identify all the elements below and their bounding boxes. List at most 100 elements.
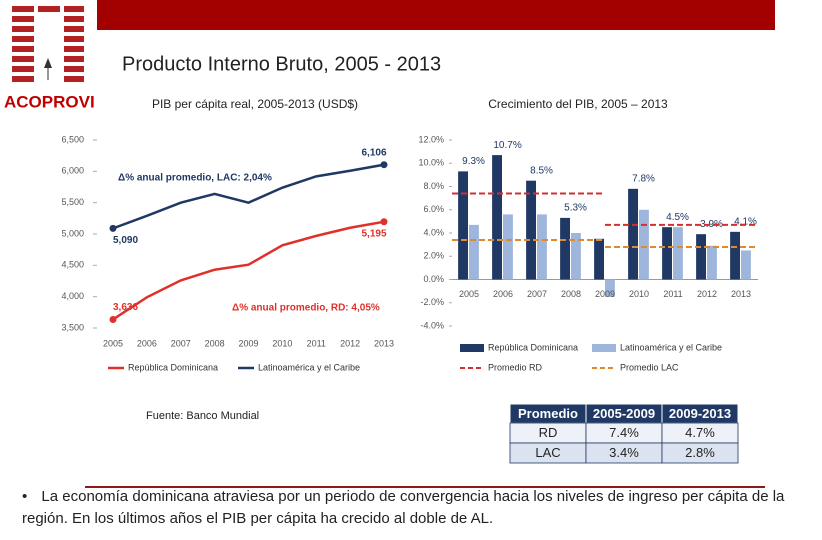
data-label: 3.9% <box>700 219 723 230</box>
logo-text: ACOPROVI <box>4 92 95 111</box>
table-cell-text: 3.4% <box>609 445 639 460</box>
point <box>380 161 388 169</box>
annotation: Δ% anual promedio, LAC: 2,04% <box>118 173 272 184</box>
x-tick-label: 2013 <box>731 289 751 299</box>
x-tick-label: 2006 <box>493 289 513 299</box>
y-tick-label: 5,000 <box>61 228 84 238</box>
logo-icon <box>12 6 84 82</box>
y-tick-label: 0.0% <box>423 274 444 284</box>
y-tick-label: 10.0% <box>418 158 444 168</box>
table-cell-text: RD <box>539 425 558 440</box>
legend-label: Promedio LAC <box>620 362 679 372</box>
y-tick-label: 6,500 <box>61 134 84 144</box>
table-header: Promedio <box>518 406 578 421</box>
table-cell <box>661 442 739 464</box>
x-tick-label: 2009 <box>595 289 615 299</box>
y-tick-label: -4.0% <box>420 320 444 330</box>
point <box>109 224 117 232</box>
bar <box>571 233 581 280</box>
bar <box>492 155 502 280</box>
y-tick-label: 6.0% <box>423 204 444 214</box>
legend-label: República Dominicana <box>488 342 578 352</box>
data-label: 5.3% <box>564 203 587 214</box>
data-label: 8.5% <box>530 165 553 176</box>
y-tick-label: 3,500 <box>61 322 84 332</box>
legend-label: Promedio RD <box>488 362 543 372</box>
bar <box>639 209 649 280</box>
bar <box>662 227 672 280</box>
y-tick-label: 4,500 <box>61 260 84 270</box>
table-header: 2005-2009 <box>593 406 655 421</box>
data-label: 3,636 <box>113 302 138 313</box>
bar <box>730 231 740 280</box>
x-tick-label: 2011 <box>663 289 682 299</box>
y-tick-label: 4,000 <box>61 291 84 301</box>
bar <box>537 214 547 280</box>
x-tick-label: 2013 <box>374 338 394 348</box>
bar <box>696 234 706 280</box>
y-tick-label: 5,500 <box>61 197 84 207</box>
annotation: Δ% anual promedio, RD: 4,05% <box>232 303 380 314</box>
x-tick-label: 2005 <box>459 289 479 299</box>
x-tick-label: 2012 <box>340 338 360 348</box>
data-label: 4.1% <box>734 216 757 227</box>
bar <box>707 245 717 280</box>
bar <box>458 171 468 280</box>
data-label: 10.7% <box>493 140 521 151</box>
table-cell-text: 7.4% <box>609 425 639 440</box>
chart-title: Crecimiento del PIB, 2005 – 2013 <box>488 97 668 111</box>
source: Fuente: Banco Mundial <box>146 410 259 422</box>
x-tick-label: 2012 <box>697 289 717 299</box>
data-label: 9.3% <box>462 156 485 167</box>
bar <box>526 180 536 280</box>
line-series <box>112 163 385 230</box>
bar <box>503 214 513 280</box>
x-tick-label: 2010 <box>272 338 292 348</box>
y-tick-label: 8.0% <box>423 181 444 191</box>
data-label: 5,195 <box>361 228 386 239</box>
x-tick-label: 2007 <box>171 338 191 348</box>
bar <box>560 217 570 280</box>
bullet: • La economía dominicana atraviesa por u… <box>22 488 785 527</box>
x-tick-label: 2007 <box>527 289 547 299</box>
x-tick-label: 2008 <box>205 338 225 348</box>
legend-label: Latinoamérica y el Caribe <box>258 362 360 372</box>
table-cell-text: 2.8% <box>685 445 715 460</box>
data-label: 5,090 <box>113 235 138 246</box>
bar <box>594 238 604 280</box>
bar <box>628 188 638 280</box>
header-bar <box>97 0 775 30</box>
legend-label: República Dominicana <box>128 362 218 372</box>
legend-swatch <box>592 344 616 352</box>
x-tick-label: 2009 <box>238 338 258 348</box>
y-tick-label: 2.0% <box>423 251 444 261</box>
line-series <box>112 220 385 321</box>
chart-title: PIB per cápita real, 2005-2013 (USD$) <box>152 97 358 111</box>
y-tick-label: 12.0% <box>418 134 444 144</box>
y-tick-label: -2.0% <box>420 297 444 307</box>
point <box>109 315 117 323</box>
slide-title: Producto Interno Bruto, 2005 - 2013 <box>122 53 441 75</box>
bar <box>605 279 615 297</box>
bar <box>673 227 683 280</box>
x-tick-label: 2005 <box>103 338 123 348</box>
table-cell-text: LAC <box>535 445 560 460</box>
y-tick-label: 6,000 <box>61 166 84 176</box>
x-tick-label: 2010 <box>629 289 649 299</box>
x-tick-label: 2006 <box>137 338 157 348</box>
x-tick-label: 2011 <box>307 338 326 348</box>
legend-label: Latinoamérica y el Caribe <box>620 342 722 352</box>
y-tick-label: 4.0% <box>423 227 444 237</box>
point <box>380 218 388 226</box>
bullet-text: La economía dominicana atraviesa por un … <box>22 488 785 527</box>
data-label: 6,106 <box>361 147 386 158</box>
bar <box>741 250 751 280</box>
x-tick-label: 2008 <box>561 289 581 299</box>
bar <box>469 224 479 280</box>
legend-swatch <box>460 344 484 352</box>
data-label: 4.5% <box>666 212 689 223</box>
table-header: 2009-2013 <box>669 406 731 421</box>
table-cell-text: 4.7% <box>685 425 715 440</box>
